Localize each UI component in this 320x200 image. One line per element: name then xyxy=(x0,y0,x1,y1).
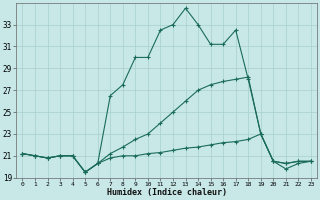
X-axis label: Humidex (Indice chaleur): Humidex (Indice chaleur) xyxy=(107,188,227,197)
